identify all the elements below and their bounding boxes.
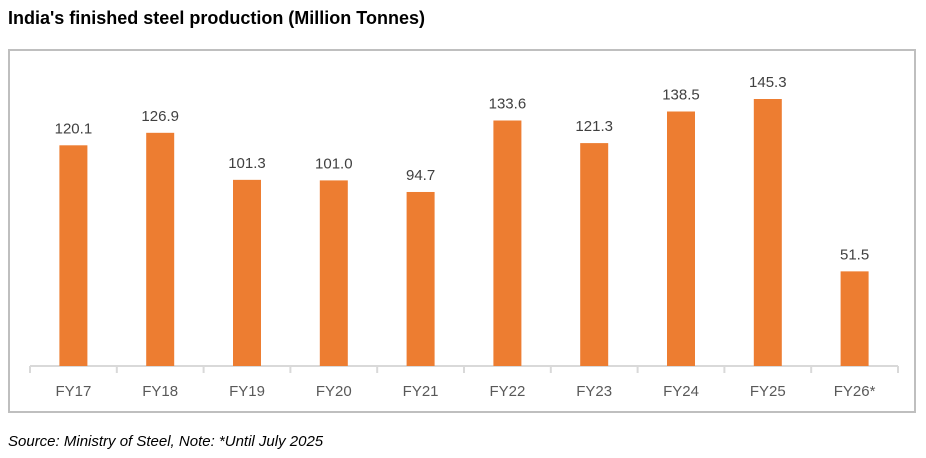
data-label: 121.3 — [575, 118, 613, 135]
data-label: 101.3 — [228, 155, 266, 172]
x-tick-label: FY18 — [142, 383, 178, 400]
source-note: Source: Ministry of Steel, Note: *Until … — [8, 433, 324, 450]
data-label: 138.5 — [662, 86, 700, 103]
x-tick-label: FY25 — [750, 383, 786, 400]
x-tick-label: FY19 — [229, 383, 265, 400]
bar-fy20 — [319, 180, 348, 366]
data-label: 133.6 — [489, 95, 527, 112]
bar-fy23 — [580, 143, 609, 366]
data-label: 101.0 — [315, 155, 353, 172]
bar-fy19 — [233, 179, 261, 366]
x-tick-label: FY20 — [316, 383, 352, 400]
bar-fy21 — [406, 191, 435, 366]
data-label: 51.5 — [840, 246, 869, 263]
x-tick-label: FY24 — [663, 383, 699, 400]
data-label: 145.3 — [749, 74, 787, 91]
x-tick-label: FY17 — [55, 383, 91, 400]
chart-area — [8, 49, 916, 413]
x-tick-label: FY26* — [834, 383, 876, 400]
bar-fy18 — [146, 132, 175, 366]
x-tick-label: FY23 — [576, 383, 612, 400]
chart-title: India's finished steel production (Milli… — [8, 8, 425, 28]
bar-fy26 — [840, 271, 869, 366]
bar-fy24 — [667, 111, 695, 366]
data-label: 94.7 — [406, 167, 435, 184]
bar-fy17 — [59, 145, 88, 366]
bar-fy22 — [493, 120, 522, 366]
data-label: 120.1 — [55, 120, 93, 137]
x-tick-label: FY21 — [403, 383, 439, 400]
data-label: 126.9 — [141, 108, 179, 125]
x-tick-label: FY22 — [489, 383, 525, 400]
bar-fy25 — [753, 99, 782, 366]
